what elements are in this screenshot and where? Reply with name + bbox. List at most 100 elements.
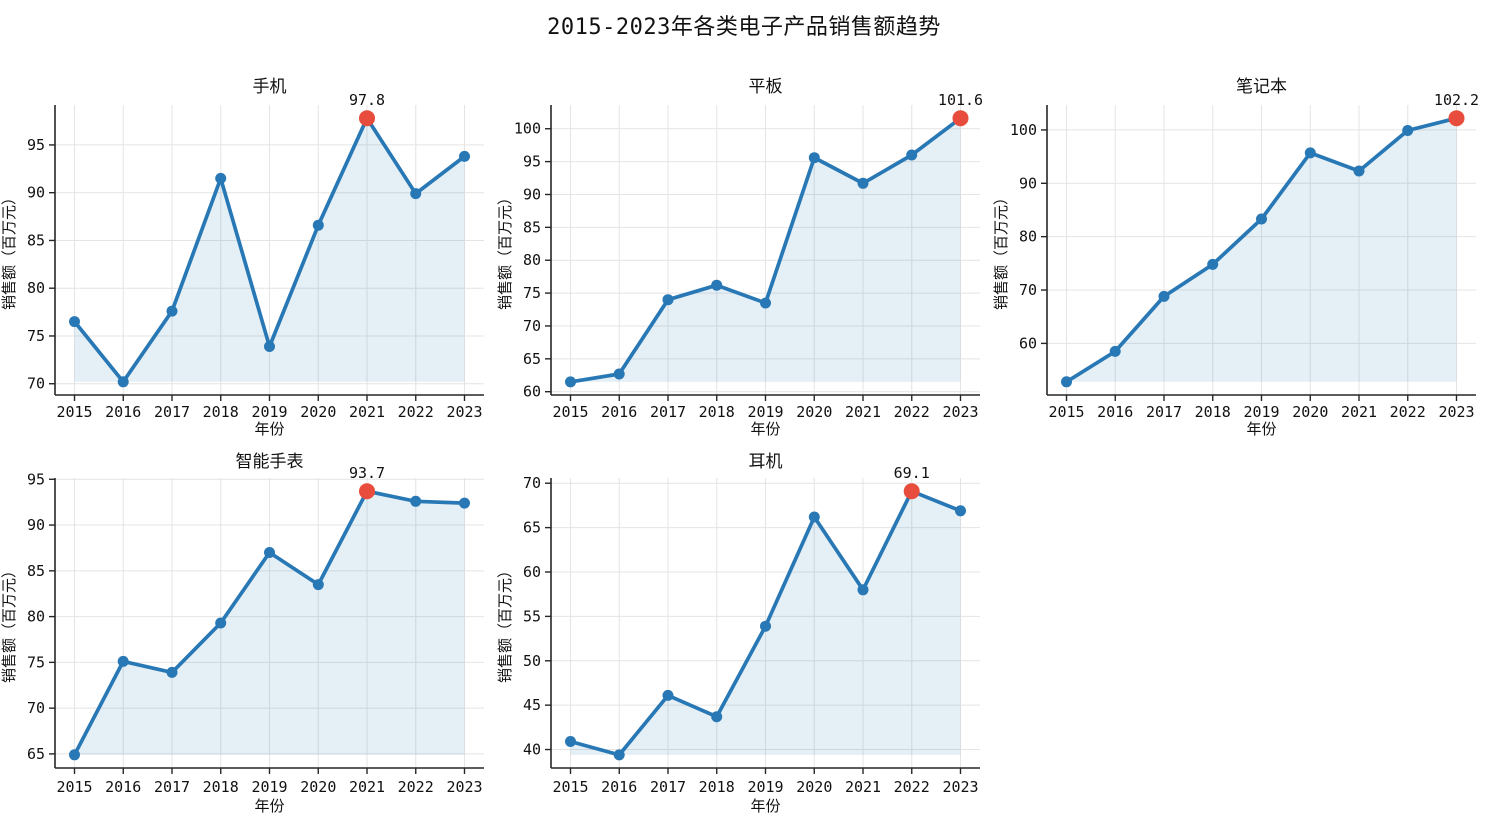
x-axis-label: 年份	[750, 420, 780, 438]
y-tick-label: 85	[27, 562, 45, 580]
data-point	[410, 188, 422, 200]
data-point	[264, 341, 275, 352]
data-point	[1109, 345, 1121, 357]
x-tick-label: 2017	[154, 778, 190, 796]
y-tick-label: 60	[1019, 334, 1037, 352]
y-tick-label: 95	[27, 136, 45, 154]
chart-title: 智能手表	[236, 452, 304, 472]
subplot-laptops: 102.2 2015 2016 2017 2018 2019 2020 2021 2022 202…	[992, 60, 1488, 440]
data-point	[613, 749, 625, 761]
x-tick-label: 2020	[300, 403, 336, 421]
y-tick-label: 75	[27, 653, 45, 671]
y-tick-label: 70	[523, 317, 541, 335]
max-value-label: 102.2	[1434, 91, 1479, 109]
data-point	[1158, 290, 1170, 302]
x-tick-label: 2021	[845, 403, 881, 421]
y-tick-label: 95	[27, 470, 45, 488]
chart-title: 笔记本	[1236, 77, 1287, 97]
data-point	[906, 149, 918, 161]
data-point	[410, 495, 422, 507]
x-tick-label: 2017	[650, 403, 686, 421]
x-tick-label: 2016	[105, 778, 141, 796]
x-tick-label: 2021	[349, 403, 385, 421]
x-tick-label: 2018	[203, 403, 239, 421]
y-tick-label: 100	[1010, 121, 1037, 139]
x-tick-label: 2016	[601, 778, 637, 796]
chart-title: 耳机	[749, 452, 783, 472]
x-tick-label: 2022	[894, 403, 930, 421]
y-axis-label: 销售额（百万元）	[496, 563, 514, 683]
data-point	[955, 505, 966, 517]
x-tick-label: 2022	[398, 778, 434, 796]
subplot-headphones: 69.1 2015 2016 2017 2018 2019 2020 2021 2022 2023…	[496, 440, 992, 820]
data-point	[808, 152, 820, 164]
data-point	[857, 584, 869, 596]
data-point	[711, 711, 723, 723]
x-tick-label: 2019	[251, 403, 287, 421]
y-tick-label: 55	[523, 607, 541, 625]
x-tick-label: 2018	[203, 778, 239, 796]
x-tick-label: 2016	[105, 403, 141, 421]
x-tick-label: 2015	[552, 403, 588, 421]
x-tick-label: 2020	[1292, 403, 1328, 421]
x-tick-label: 2018	[699, 403, 735, 421]
data-point	[166, 305, 178, 317]
max-value-label: 93.7	[349, 464, 385, 482]
data-point	[1304, 147, 1316, 159]
y-tick-label: 65	[523, 519, 541, 537]
y-tick-label: 45	[523, 696, 541, 714]
data-point	[264, 547, 275, 558]
chart-title: 平板	[749, 77, 783, 97]
x-axis-label: 年份	[254, 797, 284, 815]
data-point	[760, 297, 771, 309]
y-tick-label: 80	[27, 279, 45, 297]
y-tick-label: 80	[1019, 228, 1037, 246]
x-tick-label: 2023	[942, 403, 978, 421]
y-tick-label: 70	[1019, 281, 1037, 299]
data-point	[662, 689, 674, 701]
y-tick-label: 75	[27, 327, 45, 345]
y-tick-label: 95	[523, 153, 541, 171]
y-tick-label: 75	[523, 284, 541, 302]
area-fill	[74, 491, 465, 755]
x-tick-label: 2018	[1195, 403, 1231, 421]
area-fill	[570, 491, 961, 755]
data-point	[1353, 165, 1365, 177]
max-point	[359, 110, 375, 127]
data-point	[215, 172, 227, 184]
x-tick-label: 2021	[845, 778, 881, 796]
figure-title: 2015-2023年各类电子产品销售额趋势	[547, 15, 941, 40]
x-tick-label: 2017	[650, 778, 686, 796]
x-tick-label: 2019	[747, 778, 783, 796]
y-axis-label: 销售额（百万元）	[992, 190, 1010, 310]
x-tick-label: 2015	[56, 403, 92, 421]
y-tick-label: 90	[1019, 174, 1037, 192]
x-tick-label: 2022	[398, 403, 434, 421]
x-tick-label: 2019	[1243, 403, 1279, 421]
x-tick-label: 2019	[747, 403, 783, 421]
y-axis-label: 销售额（百万元）	[0, 190, 18, 310]
data-point	[857, 177, 869, 189]
x-tick-label: 2021	[349, 778, 385, 796]
y-tick-label: 60	[523, 383, 541, 401]
data-point	[760, 620, 771, 632]
y-tick-label: 90	[523, 186, 541, 204]
x-tick-label: 2020	[300, 778, 336, 796]
y-tick-label: 50	[523, 652, 541, 670]
data-point	[565, 736, 576, 747]
data-point	[565, 376, 576, 388]
max-value-label: 97.8	[349, 91, 385, 109]
x-tick-label: 2019	[251, 778, 287, 796]
chart-canvas: 93.7 2015 2016 2017 2018 2019 2020 2021 2022 2023…	[0, 452, 484, 815]
y-tick-label: 65	[27, 745, 45, 763]
data-point	[1256, 213, 1267, 225]
data-point	[69, 749, 80, 761]
data-point	[312, 219, 324, 231]
max-value-label: 69.1	[894, 464, 930, 482]
subplot-phones: 97.8 2015 2016 2017 2018 2019 2020 2021 2022 2023…	[0, 60, 496, 440]
x-tick-label: 2015	[552, 778, 588, 796]
y-tick-label: 70	[523, 474, 541, 492]
x-axis-label: 年份	[1246, 420, 1276, 438]
data-point	[1207, 258, 1219, 270]
